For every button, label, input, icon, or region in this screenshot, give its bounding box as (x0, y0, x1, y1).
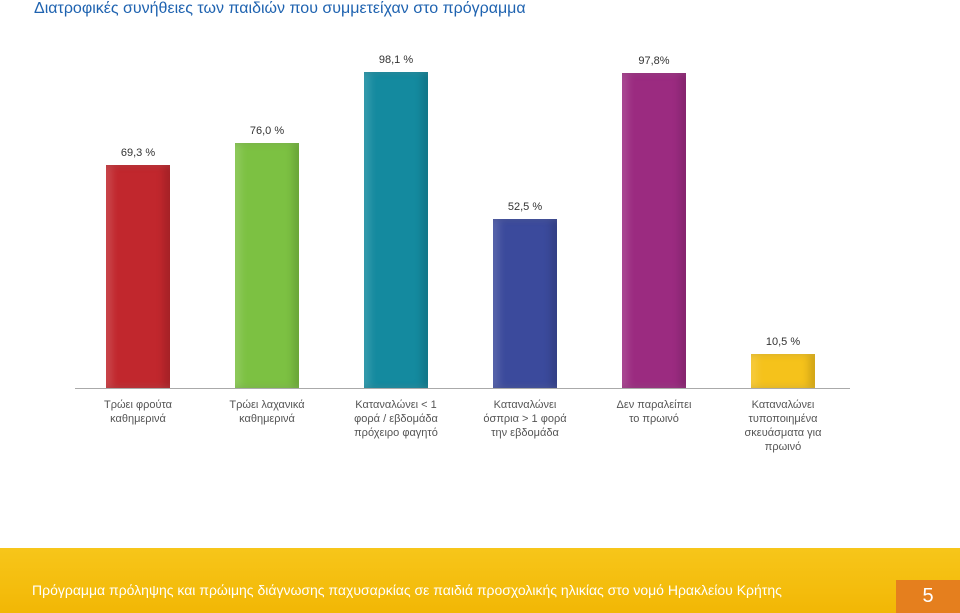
baseline (75, 388, 850, 389)
x-tick-label: Καταναλώνει < 1 φορά / εβδομάδα πρόχειρο… (354, 399, 438, 439)
chart-title: Διατροφικές συνήθειες των παιδιών που συ… (34, 0, 526, 17)
footer-band (0, 548, 960, 613)
bar (364, 72, 428, 388)
data-label: 97,8% (638, 55, 670, 68)
x-tick-label: Καταναλώνει τυποποιημένα σκευάσματα για … (744, 399, 822, 453)
data-label: 98,1 % (378, 54, 414, 67)
bar (751, 354, 815, 388)
x-tick-label: Καταναλώνει όσπρια > 1 φορά την εβδομάδα (483, 399, 567, 439)
chart: 69,3 % Τρώει φρούτα καθημερινά 76,0 % Τρώει… (75, 54, 850, 453)
data-label: 52,5 % (507, 200, 543, 213)
data-label: 10,5 % (765, 336, 801, 349)
page-number: 5 (896, 580, 960, 613)
bar (235, 143, 299, 388)
data-label: 69,3 % (120, 146, 156, 159)
bar (493, 218, 557, 388)
bar (622, 73, 686, 388)
x-tick-label: Τρώει λαχανικά καθημερινά (229, 399, 305, 425)
bar (106, 164, 170, 388)
footer-text: Πρόγραμμα πρόληψης και πρώιμης διάγνωσης… (32, 582, 782, 598)
data-label: 76,0 % (249, 125, 285, 138)
x-tick-label: Δεν παραλείπει το πρωινό (616, 399, 692, 425)
x-tick-label: Τρώει φρούτα καθημερινά (103, 399, 173, 425)
